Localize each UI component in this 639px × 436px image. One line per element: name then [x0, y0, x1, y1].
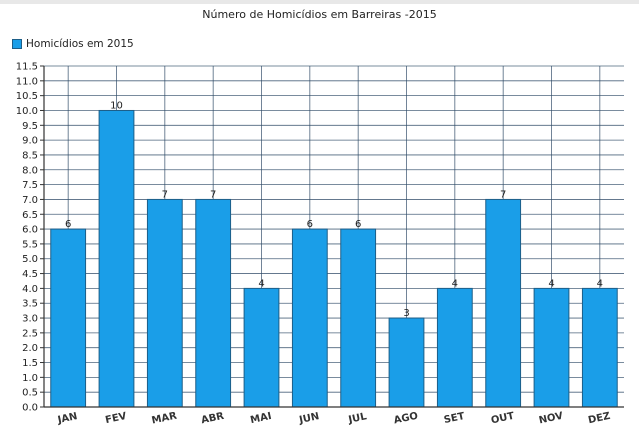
y-tick-label: 5.5 — [22, 239, 38, 250]
y-tick-label: 8.0 — [22, 165, 38, 176]
x-tick-label: OUT — [490, 411, 515, 427]
data-label: 4 — [258, 278, 264, 289]
chart-title: Número de Homicídios em Barreiras -2015 — [202, 8, 437, 21]
data-label: 6 — [307, 219, 313, 230]
bar — [436, 287, 473, 408]
bar — [98, 109, 135, 408]
y-tick-label: 3.0 — [22, 314, 38, 325]
data-label: 6 — [65, 219, 71, 230]
bar — [485, 198, 522, 408]
legend: Homicídios em 2015 — [12, 38, 134, 50]
y-tick-label: 2.5 — [22, 328, 38, 339]
x-tick-label: DEZ — [587, 411, 611, 426]
y-tick-label: 8.5 — [22, 150, 38, 161]
y-tick-label: 9.0 — [22, 136, 38, 147]
y-tick-label: 11.5 — [16, 62, 38, 73]
x-tick-label: FEV — [104, 411, 127, 426]
bar — [388, 317, 425, 408]
y-tick-label: 1.0 — [22, 373, 38, 384]
data-label: 10 — [110, 100, 123, 111]
data-label: 7 — [162, 189, 168, 200]
y-tick-label: 7.0 — [22, 195, 38, 206]
plot-background — [44, 66, 624, 407]
x-tick-label: JUL — [347, 411, 369, 426]
y-tick-label: 4.0 — [22, 284, 38, 295]
y-tick-label: 3.5 — [22, 299, 38, 310]
bar — [581, 287, 618, 408]
x-tick-label: AGO — [393, 411, 419, 427]
y-tick-label: 10.5 — [16, 91, 38, 102]
bar — [50, 228, 87, 408]
x-tick-label: JAN — [56, 411, 79, 426]
y-tick-label: 4.5 — [22, 269, 38, 280]
y-tick-label: 2.0 — [22, 343, 38, 354]
bar — [291, 228, 328, 408]
data-label: 6 — [355, 219, 361, 230]
data-label: 7 — [500, 189, 506, 200]
data-label: 4 — [548, 278, 554, 289]
bar — [340, 228, 377, 408]
legend-label: Homicídios em 2015 — [26, 38, 134, 50]
data-label: 7 — [210, 189, 216, 200]
y-tick-label: 1.5 — [22, 358, 38, 369]
y-tick-label: 9.5 — [22, 121, 38, 132]
top-strip — [0, 0, 639, 4]
data-label: 3 — [403, 308, 409, 319]
y-tick-label: 7.5 — [22, 180, 38, 191]
data-label: 4 — [597, 278, 603, 289]
y-tick-label: 0.5 — [22, 388, 38, 399]
y-tick-label: 0.0 — [22, 403, 38, 414]
y-tick-label: 10.0 — [16, 106, 38, 117]
legend-swatch — [12, 39, 22, 49]
bar — [195, 198, 232, 408]
x-tick-label: SET — [443, 411, 466, 426]
y-tick-label: 11.0 — [16, 76, 38, 87]
x-tick-label: NOV — [538, 411, 564, 427]
bar — [243, 287, 280, 408]
x-tick-label: ABR — [200, 411, 225, 427]
x-tick-label: MAR — [151, 410, 178, 426]
x-tick-label: MAI — [249, 411, 272, 426]
bar — [146, 198, 183, 408]
y-tick-label: 6.5 — [22, 210, 38, 221]
y-tick-label: 5.0 — [22, 254, 38, 265]
y-tick-label: 6.0 — [22, 225, 38, 236]
data-label: 4 — [452, 278, 458, 289]
x-tick-label: JUN — [297, 411, 320, 426]
bar — [533, 287, 570, 408]
